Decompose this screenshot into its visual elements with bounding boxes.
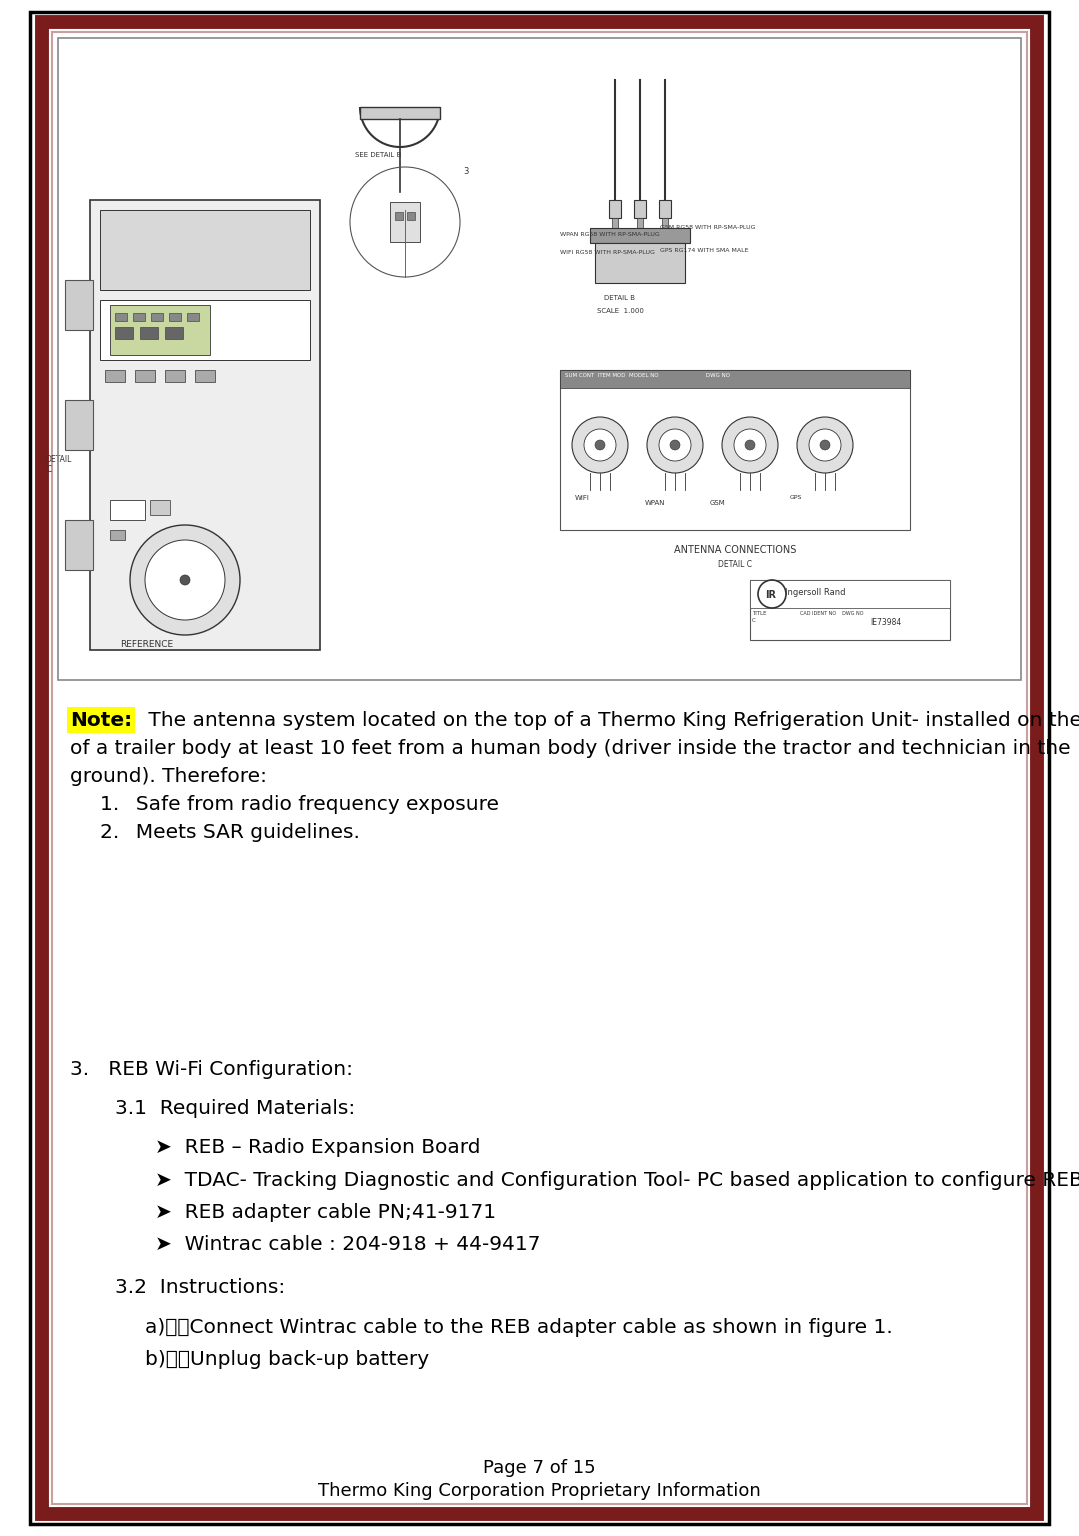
Text: IR: IR <box>765 590 776 601</box>
Text: DETAIL B: DETAIL B <box>604 295 636 301</box>
Bar <box>135 370 155 382</box>
Bar <box>395 212 402 220</box>
Text: ground). Therefore:: ground). Therefore: <box>70 766 267 785</box>
Bar <box>150 501 170 515</box>
Bar <box>90 200 320 650</box>
Ellipse shape <box>145 541 226 621</box>
Text: Note:: Note: <box>70 711 132 730</box>
Text: ANTENNA CONNECTIONS: ANTENNA CONNECTIONS <box>673 545 796 554</box>
Bar <box>151 313 163 321</box>
Bar <box>140 327 158 339</box>
Text: WPAN: WPAN <box>645 501 666 505</box>
Bar <box>58 38 1021 680</box>
Ellipse shape <box>595 439 605 450</box>
Ellipse shape <box>734 429 766 461</box>
Ellipse shape <box>745 439 755 450</box>
Bar <box>100 210 310 290</box>
Bar <box>612 218 618 227</box>
Text: of a trailer body at least 10 feet from a human body (driver inside the tractor : of a trailer body at least 10 feet from … <box>70 739 1070 757</box>
Bar <box>110 306 210 355</box>
Text: SCALE  1.000: SCALE 1.000 <box>597 309 643 313</box>
Text: SEE DETAIL B: SEE DETAIL B <box>355 152 401 158</box>
Bar <box>659 200 671 218</box>
Bar <box>115 313 127 321</box>
Ellipse shape <box>572 416 628 473</box>
Text: GPS RG174 WITH SMA MALE: GPS RG174 WITH SMA MALE <box>660 247 749 253</box>
Text: C: C <box>752 617 755 624</box>
Bar <box>58 38 1021 680</box>
Text: TITLE: TITLE <box>752 611 766 616</box>
Text: ➤  REB adapter cable PN;41-9171: ➤ REB adapter cable PN;41-9171 <box>155 1203 496 1221</box>
Bar <box>750 581 950 608</box>
Ellipse shape <box>129 525 240 634</box>
Bar <box>560 370 910 389</box>
Bar <box>609 200 622 218</box>
Text: DETAIL C: DETAIL C <box>718 561 752 568</box>
Bar <box>407 212 415 220</box>
Bar <box>169 313 181 321</box>
Bar <box>360 108 440 118</box>
Text: GSM: GSM <box>710 501 726 505</box>
Bar <box>637 218 643 227</box>
Text: Thermo King Corporation Proprietary Information: Thermo King Corporation Proprietary Info… <box>318 1482 761 1501</box>
Bar <box>750 581 950 641</box>
Bar <box>115 327 133 339</box>
Text: DETAIL: DETAIL <box>45 455 71 464</box>
Text: WIFI: WIFI <box>575 495 590 501</box>
Text: ➤  Wintrac cable : 204-918 + 44-9417: ➤ Wintrac cable : 204-918 + 44-9417 <box>155 1235 541 1253</box>
Bar <box>663 218 668 227</box>
Text: ➤  REB – Radio Expansion Board: ➤ REB – Radio Expansion Board <box>155 1138 480 1158</box>
Ellipse shape <box>180 574 190 585</box>
Bar <box>100 300 310 359</box>
Text: 2.  Meets SAR guidelines.: 2. Meets SAR guidelines. <box>100 822 360 842</box>
Bar <box>187 313 199 321</box>
Text: 1.  Safe from radio frequency exposure: 1. Safe from radio frequency exposure <box>100 794 498 814</box>
Bar <box>590 227 689 243</box>
Text: 3.1  Required Materials:: 3.1 Required Materials: <box>115 1100 355 1118</box>
Text: WIFI RG58 WITH RP-SMA-PLUG: WIFI RG58 WITH RP-SMA-PLUG <box>560 250 655 255</box>
Bar <box>195 370 215 382</box>
Bar <box>110 530 125 541</box>
Text: 3.2  Instructions:: 3.2 Instructions: <box>115 1278 285 1298</box>
Ellipse shape <box>820 439 830 450</box>
Ellipse shape <box>797 416 853 473</box>
Text: GPS: GPS <box>790 495 803 501</box>
Text: C: C <box>47 465 52 475</box>
Bar <box>595 243 685 283</box>
Ellipse shape <box>670 439 680 450</box>
Text: Page 7 of 15: Page 7 of 15 <box>483 1459 596 1478</box>
Bar <box>65 399 93 450</box>
Bar <box>165 327 183 339</box>
Text: The antenna system located on the top of a Thermo King Refrigeration Unit- insta: The antenna system located on the top of… <box>142 711 1079 730</box>
Ellipse shape <box>647 416 704 473</box>
Text: b)		Unplug back-up battery: b) Unplug back-up battery <box>145 1350 429 1369</box>
Text: GSM RG58 WITH RP-SMA-PLUG: GSM RG58 WITH RP-SMA-PLUG <box>660 224 755 230</box>
Ellipse shape <box>659 429 691 461</box>
Text: SUM CONT  ITEM MOD  MODEL NO                           DWG NO: SUM CONT ITEM MOD MODEL NO DWG NO <box>565 373 730 378</box>
Text: WPAN RG58 WITH RP-SMA-PLUG: WPAN RG58 WITH RP-SMA-PLUG <box>560 232 659 237</box>
Text: CAD IDENT NO    DWG NO: CAD IDENT NO DWG NO <box>800 611 863 616</box>
Ellipse shape <box>584 429 616 461</box>
Bar <box>560 370 910 530</box>
Bar <box>105 370 125 382</box>
Text: Ingersoll Rand: Ingersoll Rand <box>786 588 846 598</box>
Ellipse shape <box>809 429 841 461</box>
Text: a)		Connect Wintrac cable to the REB adapter cable as shown in figure 1.: a) Connect Wintrac cable to the REB adap… <box>145 1318 892 1336</box>
Text: 3: 3 <box>463 167 468 177</box>
Bar <box>110 501 145 521</box>
Bar <box>634 200 646 218</box>
Bar <box>390 203 420 243</box>
Text: ➤  TDAC- Tracking Diagnostic and Configuration Tool- PC based application to con: ➤ TDAC- Tracking Diagnostic and Configur… <box>155 1170 1079 1189</box>
Text: REFERENCE: REFERENCE <box>120 641 173 650</box>
Bar <box>65 280 93 330</box>
Bar <box>133 313 145 321</box>
Text: 3.   REB Wi-Fi Configuration:: 3. REB Wi-Fi Configuration: <box>70 1060 353 1078</box>
Bar <box>165 370 185 382</box>
Text: IE73984: IE73984 <box>870 617 901 627</box>
Bar <box>65 521 93 570</box>
Bar <box>67 707 135 733</box>
Ellipse shape <box>722 416 778 473</box>
